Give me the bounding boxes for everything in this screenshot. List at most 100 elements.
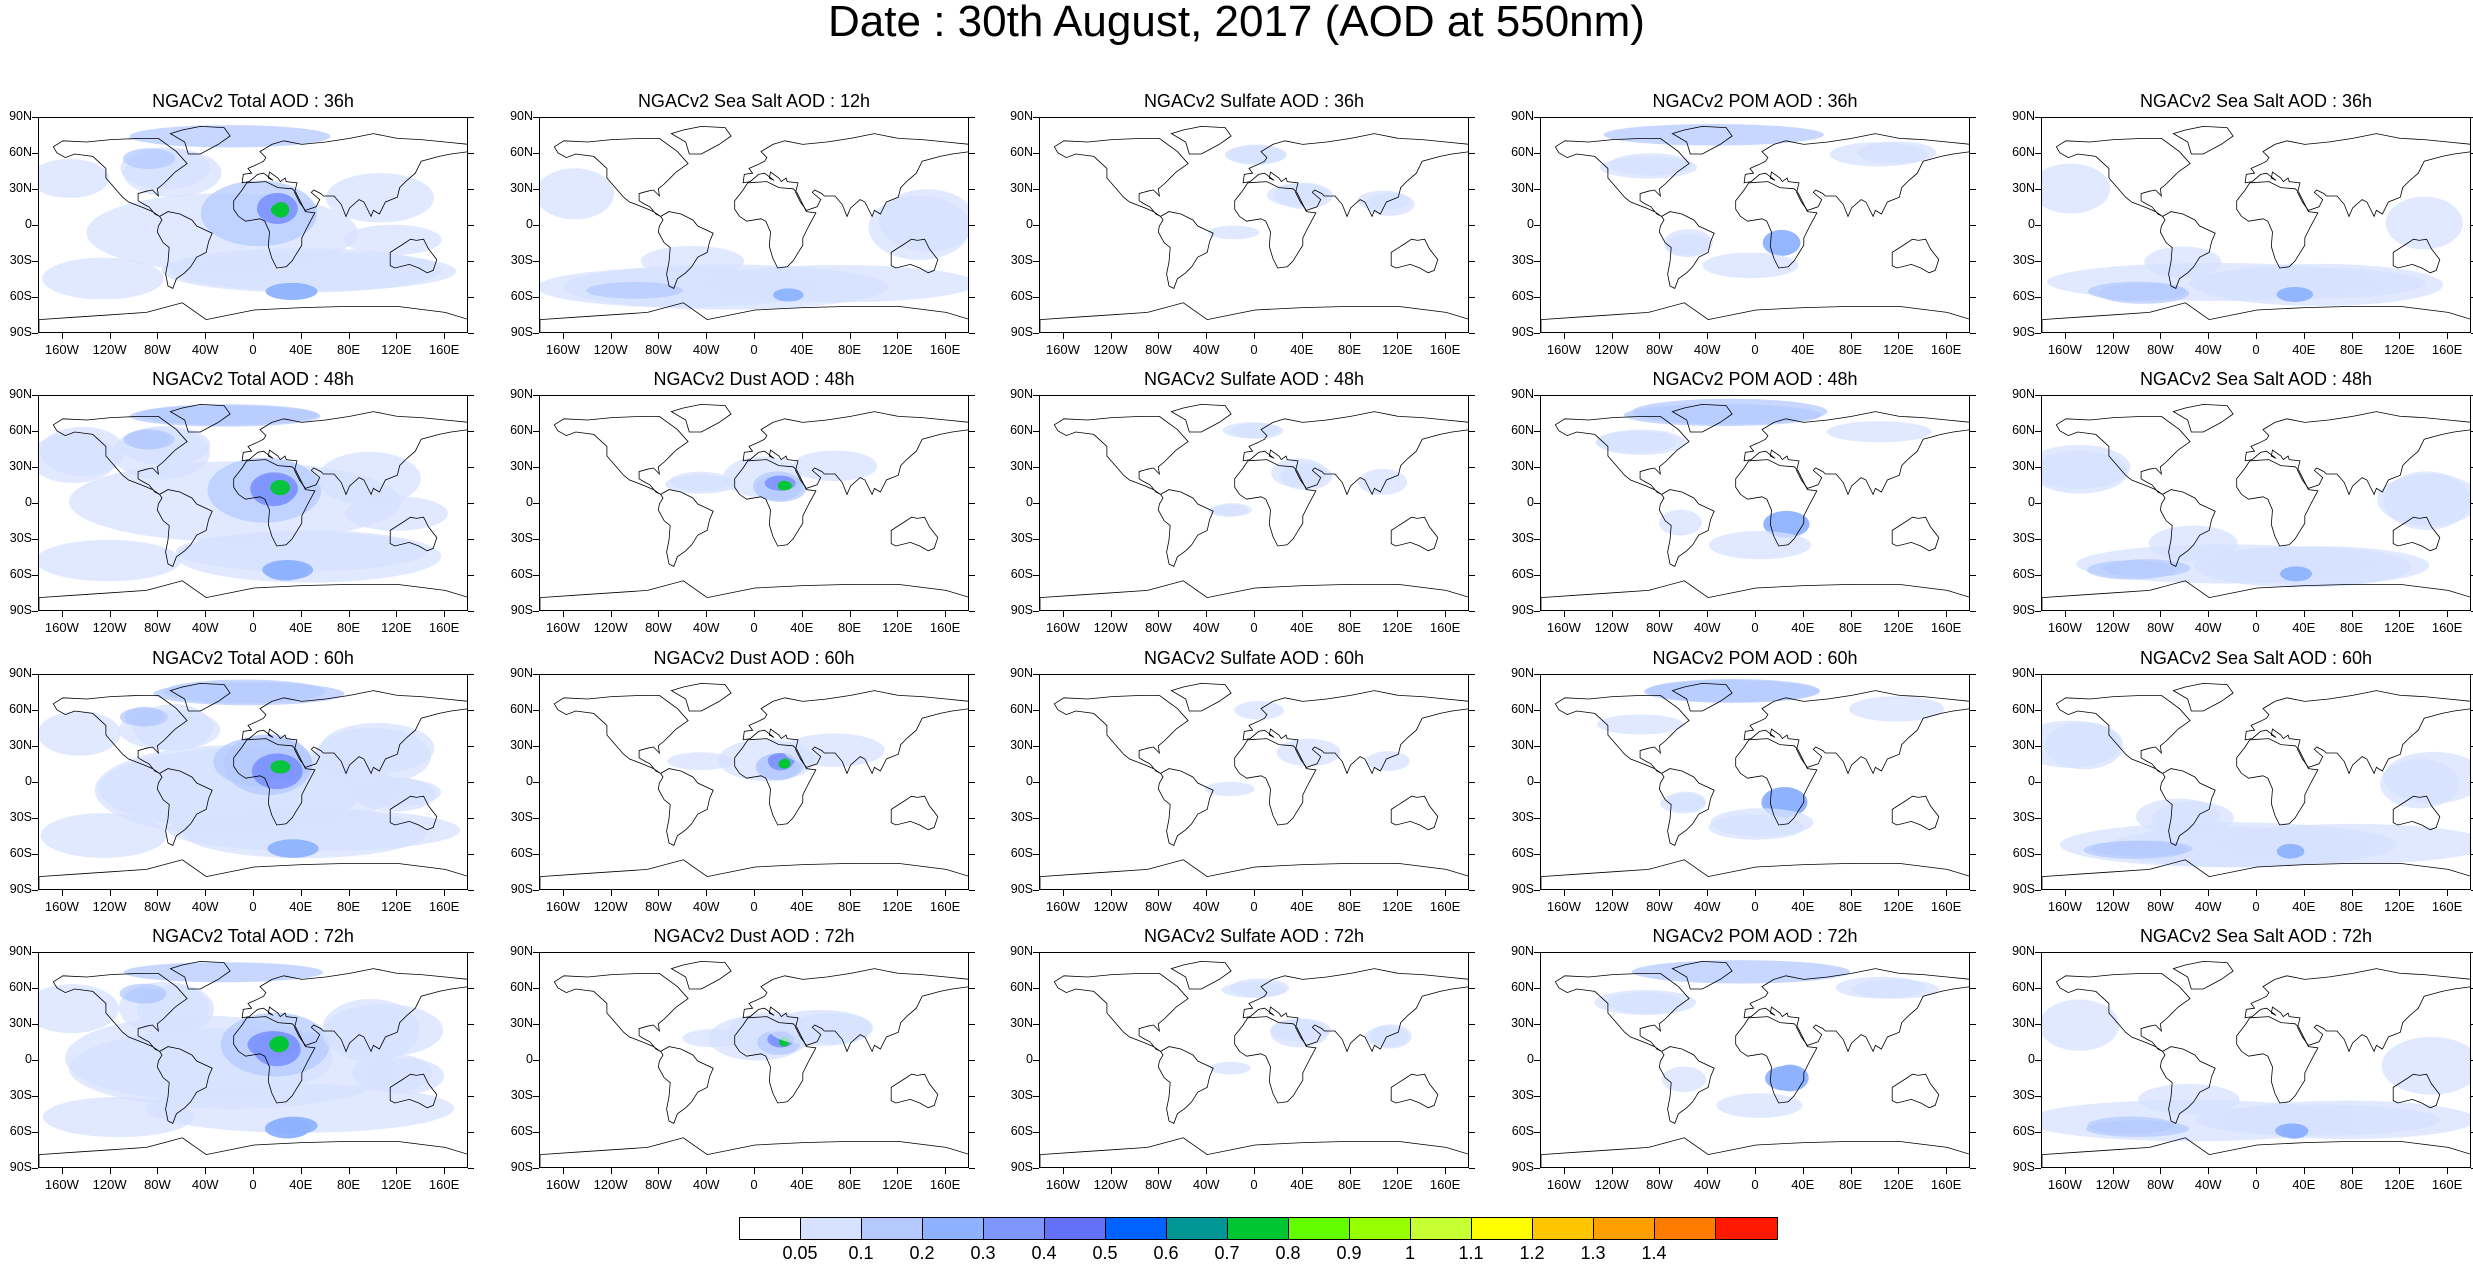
lat-tick (1033, 952, 1039, 953)
lon-tick (1898, 611, 1900, 617)
lon-label: 80W (645, 1177, 672, 1192)
lon-tick (2447, 611, 2449, 617)
lon-label: 120W (2095, 620, 2130, 635)
lon-tick (1946, 611, 1948, 617)
lat-tick (533, 1060, 539, 1061)
coastline (1658, 768, 1715, 846)
lat-tick (1970, 782, 1976, 783)
lon-label: 80W (1145, 1177, 1172, 1192)
aerosol-patch (40, 813, 167, 858)
coastline (742, 690, 968, 775)
coastline (1554, 694, 1690, 774)
lon-label: 160W (44, 342, 79, 357)
coastline (1157, 768, 1214, 846)
lon-label: 0 (1751, 620, 1759, 635)
coastline (657, 489, 714, 567)
aerosol-patch (540, 168, 615, 220)
lat-tick (1970, 674, 1976, 675)
lat-tick (468, 575, 474, 576)
coastline (2392, 238, 2441, 274)
lat-tick (533, 467, 539, 468)
lat-tick (1534, 297, 1540, 298)
lat-tick (969, 890, 975, 891)
lon-label: 120W (593, 342, 628, 357)
aerosol-patch (778, 759, 790, 769)
lon-label: 120E (381, 342, 412, 357)
aerosol-patch (1204, 781, 1255, 797)
coastline (2159, 489, 2216, 567)
lat-tick (32, 710, 38, 711)
lon-label: 0 (2252, 620, 2260, 635)
lat-label: 90S (1010, 603, 1033, 617)
lat-tick (1033, 189, 1039, 190)
coastline (2236, 181, 2319, 269)
lon-tick (1659, 890, 1661, 896)
lon-tick (444, 890, 446, 896)
lat-label: 60S (1010, 567, 1033, 581)
lon-tick (1445, 333, 1447, 339)
map-panel: NGACv2 Sea Salt AOD : 36h 90N 60N 30N 0 30S 60… (2003, 91, 2473, 367)
lon-label: 160E (929, 899, 961, 914)
lon-tick (562, 1168, 564, 1174)
lon-tick (205, 611, 207, 617)
lon-tick (610, 1168, 612, 1174)
lon-tick (109, 1168, 111, 1174)
lat-tick (1033, 782, 1039, 783)
colorbar-label: 0.5 (1092, 1243, 1118, 1263)
lat-tick (468, 854, 474, 855)
lat-label: 90S (1511, 1160, 1534, 1174)
lon-label: 40E (790, 899, 814, 914)
map-svg (1040, 403, 1468, 610)
lon-tick (1158, 890, 1160, 896)
aerosol-patch (2136, 798, 2221, 835)
lon-label: 40W (692, 342, 720, 357)
lat-label: 60N (510, 702, 533, 716)
lon-tick (897, 333, 899, 339)
lat-tick (1970, 1024, 1976, 1025)
lon-tick (61, 1168, 63, 1174)
coastline (670, 403, 732, 433)
lon-label: 40E (289, 1177, 313, 1192)
coastline (1671, 960, 1733, 990)
map-frame (539, 117, 969, 333)
lat-tick (1970, 575, 1976, 576)
lon-label: 40W (191, 1177, 219, 1192)
lon-label: 40E (790, 342, 814, 357)
lat-tick (2035, 333, 2041, 334)
lat-label: 0 (1527, 495, 1534, 509)
map-svg (2042, 125, 2470, 332)
lat-tick (2035, 575, 2041, 576)
lon-tick (610, 333, 612, 339)
coastline (1053, 694, 1189, 774)
lat-tick (1534, 117, 1540, 118)
coastline (1234, 181, 1317, 269)
aerosol-patch (2042, 163, 2111, 214)
aerosol-patch (2380, 759, 2459, 809)
coastline (1157, 489, 1214, 567)
lat-label: 90N (2012, 109, 2035, 123)
map-frame (1039, 952, 1469, 1168)
lat-tick (1534, 575, 1540, 576)
lon-tick (1110, 890, 1112, 896)
lon-tick (300, 890, 302, 896)
lat-tick (1970, 189, 1976, 190)
panel-title: NGACv2 Sea Salt AOD : 48h (2139, 369, 2373, 389)
map-frame (1540, 674, 1970, 890)
aerosol-patch (682, 1029, 744, 1048)
coastline (52, 694, 188, 774)
map-svg (540, 960, 968, 1167)
lat-label: 0 (1026, 495, 1033, 509)
lon-label: 0 (1250, 899, 1258, 914)
colorbar-label: 1.3 (1580, 1243, 1606, 1263)
lat-tick (1970, 117, 1976, 118)
aerosol-patch (353, 777, 436, 812)
colorbar-label: 0.3 (970, 1243, 996, 1263)
lat-tick (1970, 539, 1976, 540)
lat-tick (533, 117, 539, 118)
lon-tick (706, 611, 708, 617)
aerosol-patch (783, 733, 885, 767)
lon-label: 80W (1646, 1177, 1673, 1192)
aerosol-patch (1826, 421, 1932, 443)
lon-tick (2160, 890, 2162, 896)
lon-tick (1898, 1168, 1900, 1174)
